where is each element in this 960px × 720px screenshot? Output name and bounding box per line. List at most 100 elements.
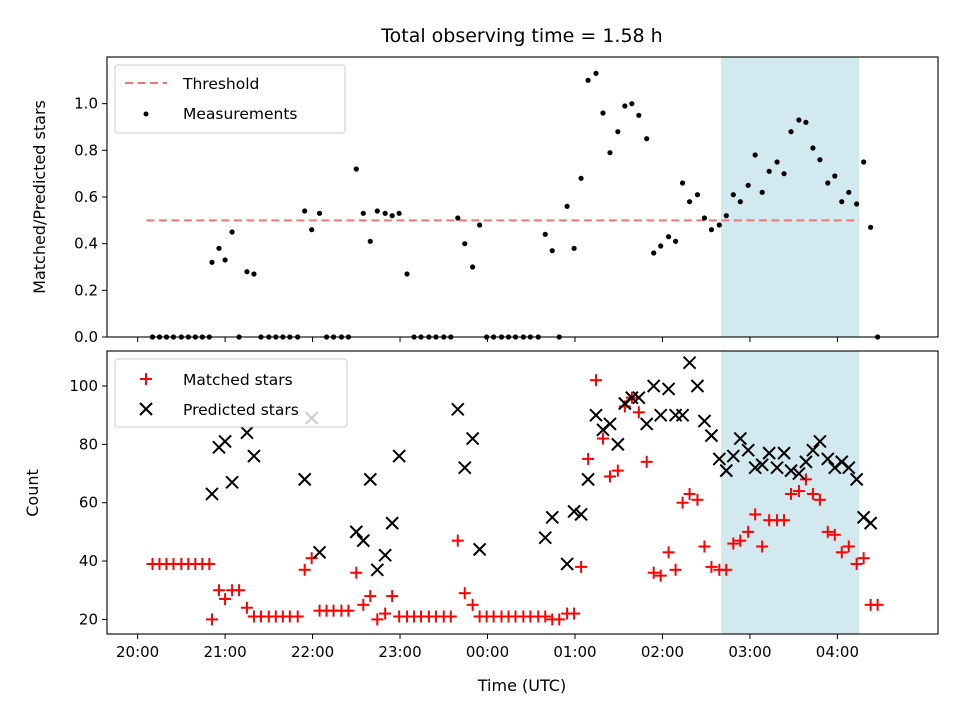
measurement-point [839,199,845,205]
measurement-point [462,241,468,247]
predicted-star-point [385,516,399,530]
predicted-star-point [755,458,769,472]
ratio-panel-highlight [721,57,860,337]
predicted-star-point [821,452,835,466]
measurement-point [302,208,308,214]
measurement-point [745,182,751,188]
matched-star-point [799,473,812,486]
matched-star-point [219,592,232,605]
matched-star-point [596,432,609,445]
measurement-point [752,152,758,158]
measurement-point [585,77,591,83]
measurement-point [644,136,650,142]
legend-frame [114,358,348,428]
matched-star-point [662,546,675,559]
count-panel: 20 40 60 80 100 20:00 21:00 22:00 23:00 00:00 01:… [23,350,939,695]
predicted-star-point [632,390,646,405]
measurement-point [382,210,388,216]
matched-star-point [669,563,682,576]
matched-star-point [350,566,363,579]
y-tick-label: 0.6 [74,188,98,206]
measurement-point [679,180,686,186]
predicted-star-point [240,425,254,440]
matched-star-point [756,540,769,553]
predicted-star-point [806,443,820,457]
matched-star-point [842,540,855,553]
predicted-star-point [675,408,690,422]
predicted-star-point [538,531,552,545]
matched-star-point [792,485,805,498]
matched-star-point [785,487,798,500]
matched-star-point [698,540,711,553]
count-panel-y-ticks: 20 40 60 80 100 [69,377,107,628]
matched-star-point [691,493,704,506]
matched-star-point [603,470,616,483]
predicted-star-point [813,434,827,449]
predicted-star-point [560,557,574,571]
measurement-point [622,103,628,109]
measurement-point [542,231,548,237]
predicted-star-point [640,417,654,431]
legend-frame [114,64,346,134]
predicted-star-point [205,487,219,501]
measurement-point [404,271,410,277]
matched-star-point [233,584,246,597]
x-tick-label: 04:00 [816,643,859,661]
measurement-point [216,245,222,251]
measurement-point [222,257,228,263]
predicted-star-point [842,460,856,475]
measurement-point [796,117,802,123]
matched-star-point [720,563,733,576]
measurement-point [672,238,679,244]
measurement-point [788,129,794,135]
matched-star-point [342,604,355,617]
matched-star-point [632,406,645,419]
matched-star-point [806,487,819,500]
measurement-point [723,213,729,219]
matched-star-point [654,569,667,582]
measurement-point [615,129,621,135]
count-panel-frame [106,350,939,635]
matched-star-point [451,534,464,547]
predicted-star-point [733,431,748,446]
matched-star-point [203,557,216,570]
measurement-point [810,145,816,151]
matched-star-point [575,560,588,573]
measurement-point [832,173,838,179]
predicted-star-point [712,452,727,466]
matched-star-point [212,584,225,597]
matched-star-point [205,613,218,626]
matched-star-point [291,610,304,623]
matched-star-point [582,452,595,465]
predicted-star-point [697,414,712,428]
predicted-star-point [690,379,705,393]
measurement-point [636,112,642,118]
chart-title: Total observing time = 1.58 h [380,25,662,47]
predicted-star-point [647,379,661,393]
predicted-star-point [654,408,668,422]
predicted-star-point [458,460,472,475]
measurement-point [846,189,852,195]
predicted-star-point [799,455,813,469]
predicted-star-point [378,548,392,562]
predicted-star-point [225,475,239,489]
y-tick-label: 1.0 [74,95,98,113]
ratio-panel-legend: Threshold Measurements [114,64,346,134]
matched-star-point [371,613,384,626]
measurement-point [781,171,787,177]
matched-star-point [828,528,841,541]
y-tick-label: 80 [79,435,98,453]
predicted-star-point [704,428,719,443]
predicted-star-point [312,545,327,560]
matched-star-point [589,374,602,387]
measurement-point [251,271,257,277]
predicted-star-point [392,449,406,463]
matched-star-point [857,552,870,565]
x-tick-label: 02:00 [641,643,684,661]
measurement-point [396,210,402,216]
matched-star-point [379,607,392,620]
count-panel-ylabel: Count [23,469,42,517]
measurement-point [316,210,323,216]
y-tick-label: 0.0 [74,328,98,346]
legend-predicted-swatch [139,402,153,416]
